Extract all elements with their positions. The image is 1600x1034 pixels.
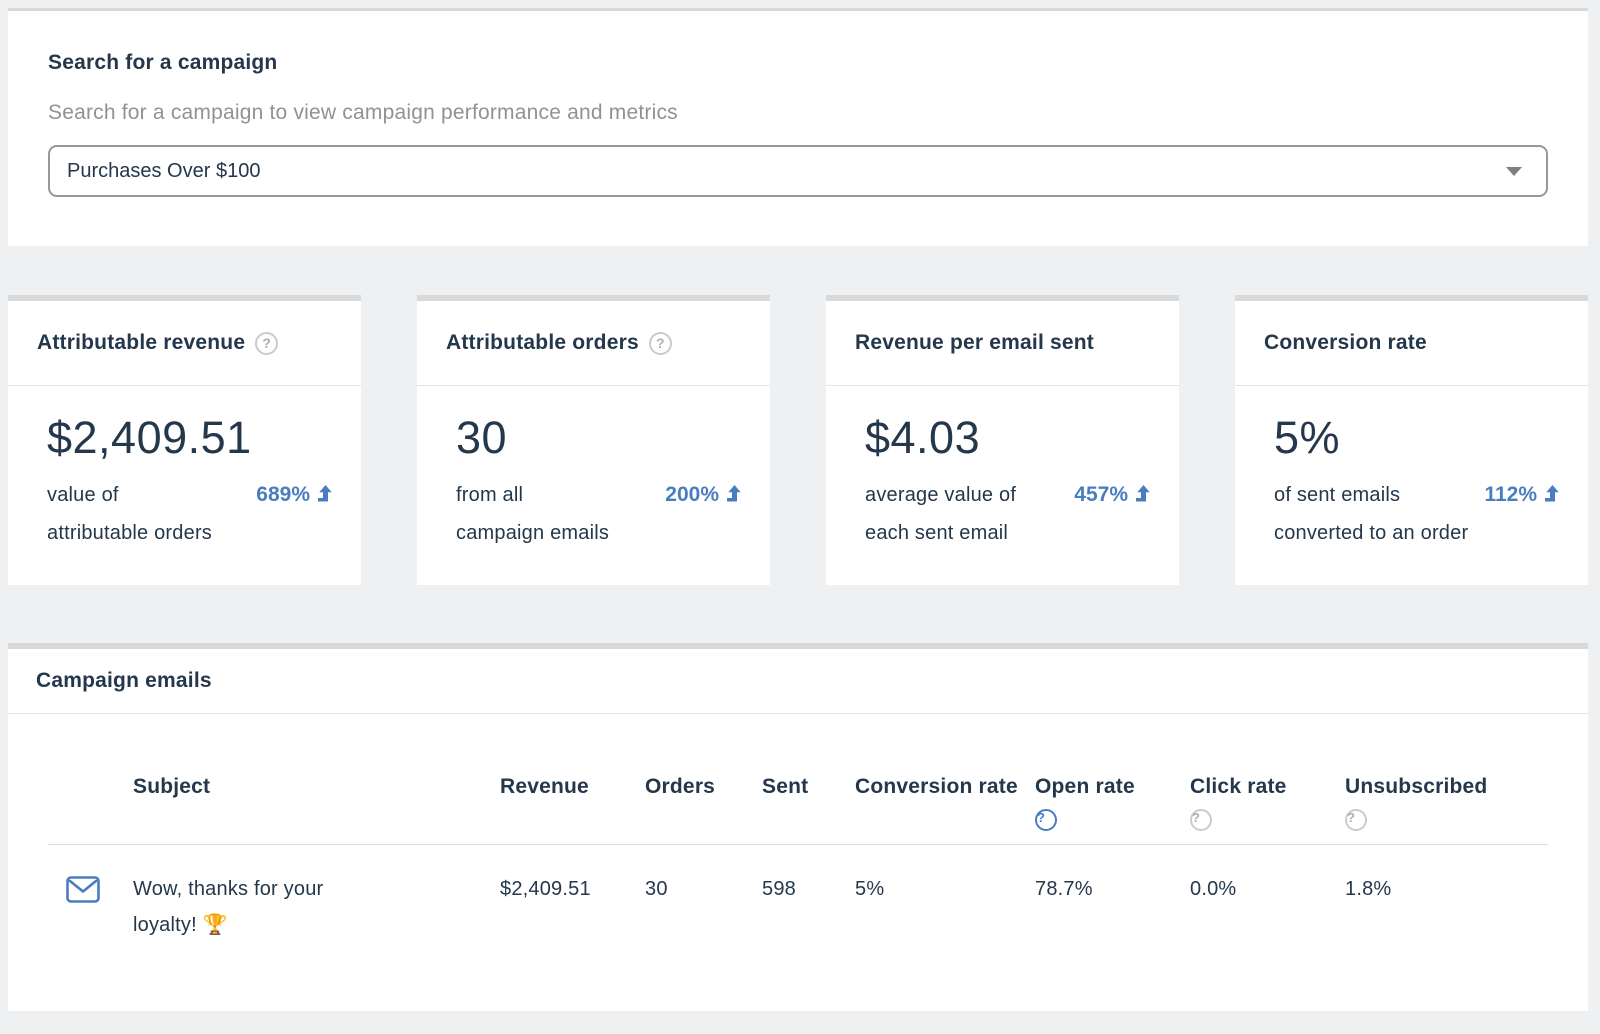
metric-description-line: each sent email: [865, 522, 1009, 544]
column-header-label: Unsubscribed: [1345, 775, 1488, 798]
help-icon[interactable]: ?: [648, 331, 672, 355]
search-card-subtitle: Search for a campaign to view campaign p…: [48, 101, 678, 124]
metric-description: of sent emails converted to an order: [1274, 476, 1468, 552]
column-header-subject: Subject: [133, 775, 211, 798]
cell-sent: 598: [762, 878, 796, 900]
table-header-row: Subject Revenue Orders Sent Conversion r…: [48, 714, 1548, 845]
trend-up-icon: [1545, 485, 1559, 502]
metric-change-value: 689%: [256, 483, 310, 506]
metric-card-header: Attributable orders ?: [417, 301, 770, 386]
column-header-label: Open rate: [1035, 775, 1135, 798]
cell-click-rate: 0.0%: [1190, 878, 1237, 900]
metric-card-header: Revenue per email sent: [826, 301, 1179, 386]
metric-card-revenue-per-email: Revenue per email sent $4.03 average val…: [826, 295, 1179, 585]
metric-description-line: value of: [47, 484, 119, 506]
metric-change: 457%: [1074, 476, 1151, 514]
metric-card-attributable-orders: Attributable orders ? 30 from all campai…: [417, 295, 770, 585]
table-row[interactable]: Wow, thanks for your loyalty! 🏆 $2,409.5…: [48, 845, 1548, 943]
help-icon[interactable]: ?: [1345, 809, 1367, 831]
campaign-emails-title: Campaign emails: [36, 669, 212, 692]
cell-conversion-rate: 5%: [855, 878, 885, 900]
metric-card-body: 30 from all campaign emails 200%: [417, 386, 770, 552]
metric-description: value of attributable orders: [47, 476, 212, 552]
metric-description-line: from all: [456, 484, 524, 506]
metric-card-body: $2,409.51 value of attributable orders 6…: [8, 386, 361, 552]
campaign-emails-card: Campaign emails Subject Revenue Orders S…: [8, 643, 1588, 1011]
metric-card-conversion-rate: Conversion rate 5% of sent emails conver…: [1235, 295, 1588, 585]
column-header-label: Click rate: [1190, 775, 1287, 798]
trend-up-icon: [727, 485, 741, 502]
metric-card-body: 5% of sent emails converted to an order …: [1235, 386, 1588, 552]
metric-description: from all campaign emails: [456, 476, 609, 552]
email-icon-cell: [48, 871, 133, 915]
metric-card-title: Conversion rate: [1264, 331, 1427, 354]
help-icon[interactable]: ?: [1190, 809, 1212, 831]
metric-card-title: Attributable orders: [446, 331, 639, 354]
metric-card-title: Revenue per email sent: [855, 331, 1094, 354]
metric-description-line: campaign emails: [456, 522, 610, 544]
metric-description-line: of sent emails: [1274, 484, 1401, 506]
metric-change: 689%: [256, 476, 333, 514]
metric-description-line: average value of: [865, 484, 1017, 506]
column-header-click-rate: Click rate ?: [1190, 770, 1345, 831]
column-header-sent: Sent: [762, 775, 809, 798]
metric-description-line: converted to an order: [1274, 522, 1469, 544]
metric-card-header: Attributable revenue ?: [8, 301, 361, 386]
column-header-orders: Orders: [645, 775, 716, 798]
metric-change-value: 200%: [665, 483, 719, 506]
cell-subject: Wow, thanks for your loyalty! 🏆: [133, 871, 500, 943]
cell-open-rate: 78.7%: [1035, 878, 1093, 900]
email-subject: Wow, thanks for your loyalty! 🏆: [133, 878, 324, 936]
column-header-unsubscribed: Unsubscribed ?: [1345, 770, 1548, 831]
campaign-select-value: Purchases Over $100: [67, 159, 261, 182]
metric-description: average value of each sent email: [865, 476, 1016, 552]
metric-change-value: 457%: [1074, 483, 1128, 506]
campaign-analytics-page: Search for a campaign Search for a campa…: [0, 8, 1600, 1034]
trend-up-icon: [318, 485, 332, 502]
search-card-title: Search for a campaign: [48, 51, 278, 74]
metric-card-header: Conversion rate: [1235, 301, 1588, 386]
chevron-down-icon: [1506, 166, 1522, 176]
metric-card-title: Attributable revenue: [37, 331, 246, 354]
help-icon[interactable]: ?: [1035, 809, 1057, 831]
help-icon[interactable]: ?: [255, 331, 279, 355]
cell-orders: 30: [645, 878, 668, 900]
metric-cards-row: Attributable revenue ? $2,409.51 value o…: [8, 295, 1588, 585]
metric-value: 5%: [1274, 412, 1341, 463]
campaign-select-dropdown[interactable]: Purchases Over $100: [48, 145, 1548, 197]
trend-up-icon: [1136, 485, 1150, 502]
email-icon: [66, 876, 100, 903]
cell-unsubscribed: 1.8%: [1345, 878, 1392, 900]
metric-card-attributable-revenue: Attributable revenue ? $2,409.51 value o…: [8, 295, 361, 585]
metric-change: 112%: [1484, 476, 1560, 514]
cell-revenue: $2,409.51: [500, 878, 591, 900]
metric-change: 200%: [665, 476, 742, 514]
column-header-open-rate: Open rate ?: [1035, 770, 1190, 831]
metric-card-body: $4.03 average value of each sent email 4…: [826, 386, 1179, 552]
metric-change-value: 112%: [1484, 483, 1537, 506]
search-campaign-card: Search for a campaign Search for a campa…: [8, 8, 1588, 246]
column-header-conversion-rate: Conversion rate: [855, 775, 1018, 798]
metric-description-line: attributable orders: [47, 522, 213, 544]
column-header-revenue: Revenue: [500, 775, 589, 798]
metric-value: 30: [456, 412, 508, 463]
metric-value: $4.03: [865, 412, 981, 463]
metric-value: $2,409.51: [47, 412, 252, 463]
